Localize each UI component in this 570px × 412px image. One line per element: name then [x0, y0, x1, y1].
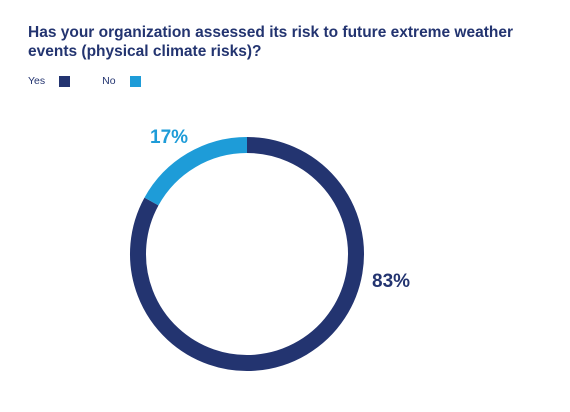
chart-title: Has your organization assessed its risk … — [28, 24, 513, 60]
data-label-no: 17% — [150, 127, 188, 148]
legend-swatch-yes — [59, 75, 71, 87]
chart-legend: Yes No — [28, 75, 141, 87]
legend-item-yes: Yes — [28, 75, 71, 87]
legend-swatch-no — [129, 75, 141, 87]
donut-slice-no — [144, 137, 248, 206]
legend-item-no: No — [102, 75, 141, 87]
donut-slice-yes — [130, 137, 364, 371]
legend-label-yes: Yes — [28, 75, 46, 87]
legend-label-no: No — [102, 75, 116, 87]
data-label-yes: 83% — [372, 271, 410, 292]
